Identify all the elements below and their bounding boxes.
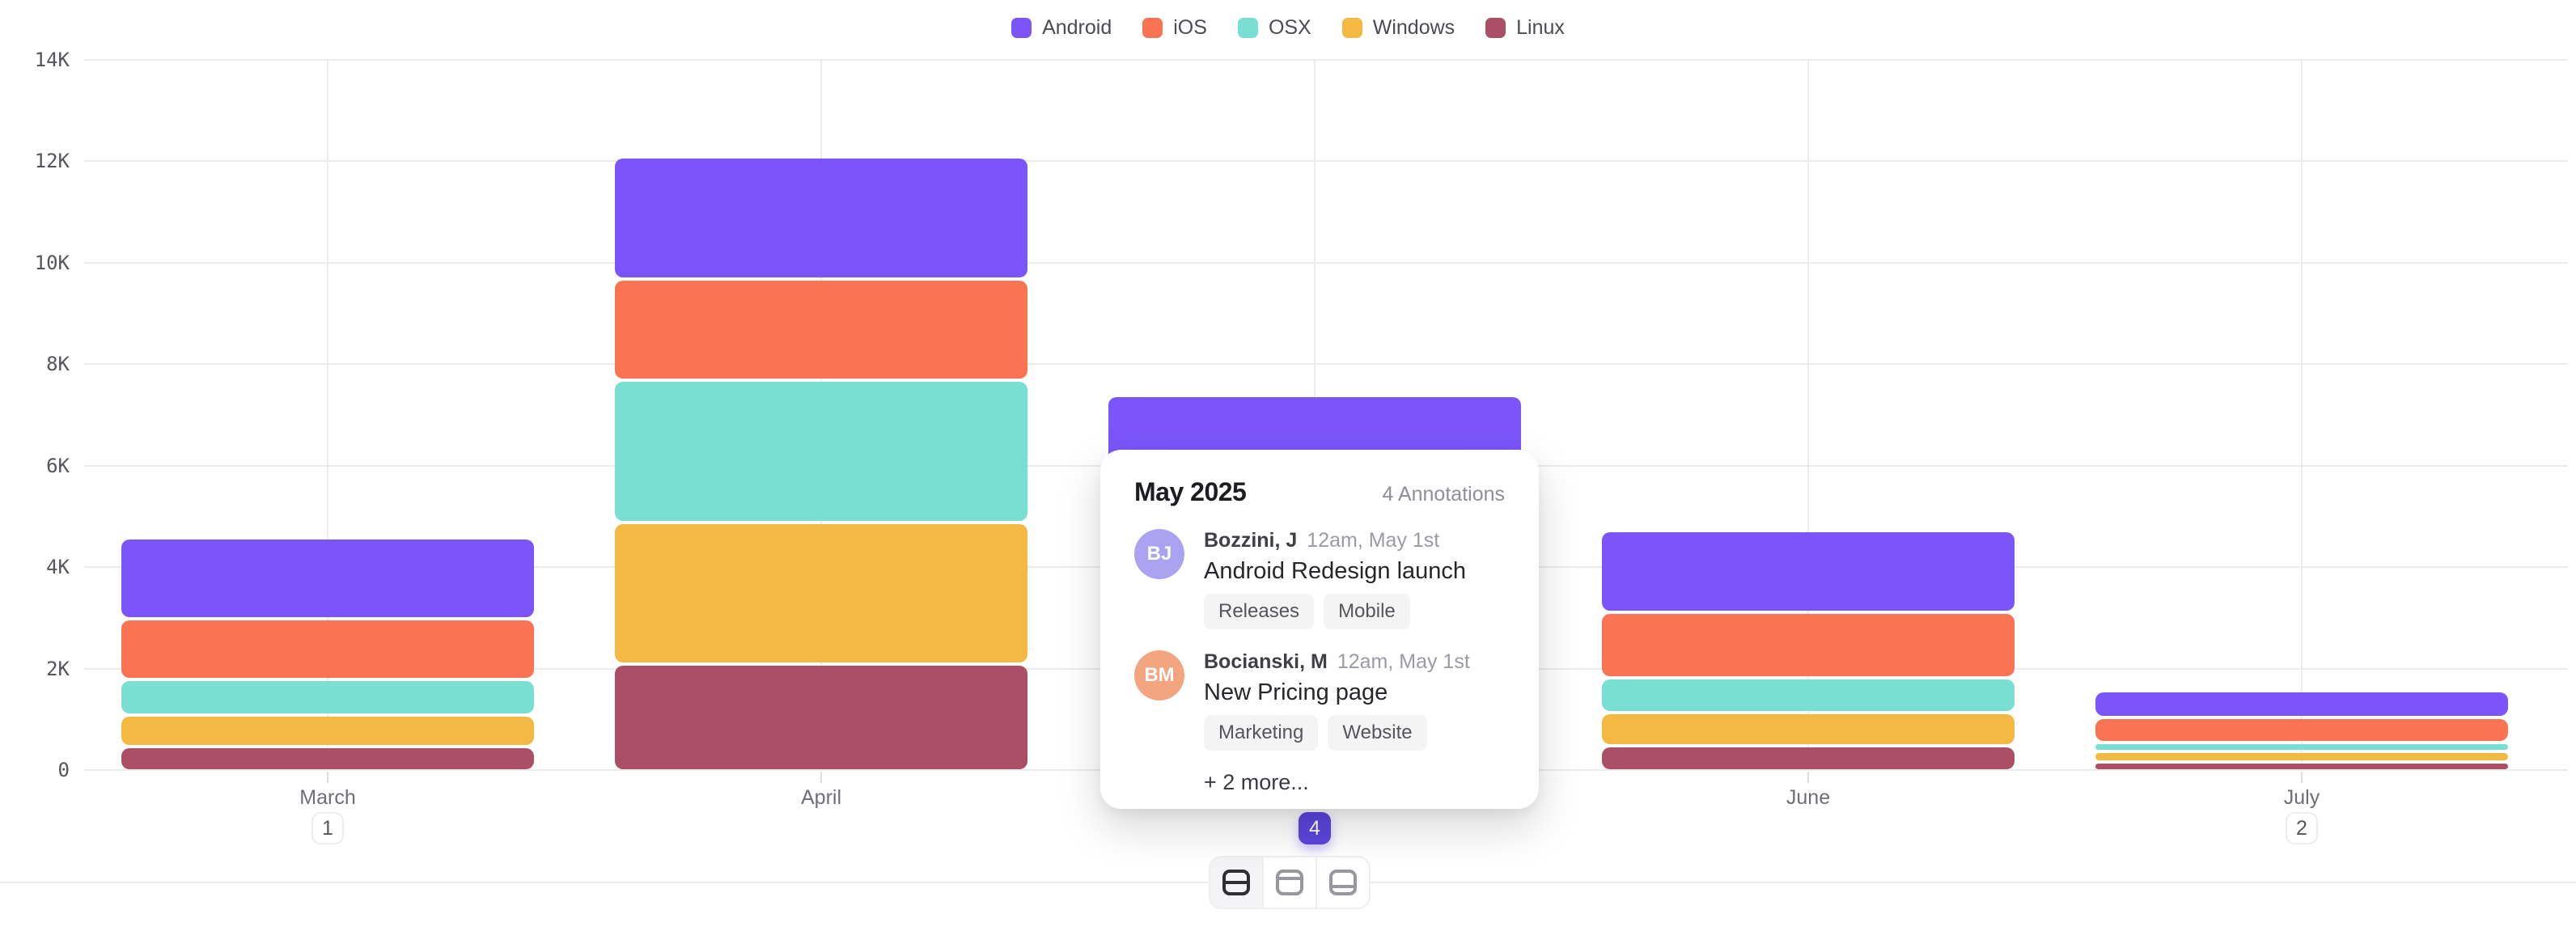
legend-swatch-icon xyxy=(1011,18,1032,38)
legend-item-linux[interactable]: Linux xyxy=(1485,16,1565,40)
annotation-count-badge-may[interactable]: 4 xyxy=(1299,812,1331,844)
y-axis-tick-label: 12K xyxy=(34,150,70,173)
x-axis-tick xyxy=(820,772,822,783)
bar-segment-osx-july[interactable] xyxy=(2095,743,2508,750)
show-more-annotations-link[interactable]: + 2 more... xyxy=(1204,770,1309,794)
annotation-text: New Pricing page xyxy=(1204,679,1388,705)
split-middle-icon xyxy=(1222,870,1250,895)
bar-segment-osx-june[interactable] xyxy=(1602,679,2015,711)
x-axis-tick xyxy=(1807,772,1809,783)
gridline xyxy=(84,363,2568,366)
bar-segment-ios-june[interactable] xyxy=(1602,613,2015,677)
annotation-time: 12am, May 1st xyxy=(1307,529,1440,552)
x-axis-label-april: April xyxy=(800,786,841,809)
annotation-author: Bocianski, M xyxy=(1204,650,1328,673)
bar-segment-windows-june[interactable] xyxy=(1602,713,2015,744)
annotations-popover: May 2025 4 Annotations BJ Bozzini, J 12am… xyxy=(1100,450,1539,809)
legend-swatch-icon xyxy=(1142,18,1163,38)
legend-item-windows[interactable]: Windows xyxy=(1341,16,1455,40)
gridline-vertical xyxy=(1807,60,1809,770)
bar-segment-ios-july[interactable] xyxy=(2095,718,2508,741)
legend-label: Windows xyxy=(1372,16,1455,39)
legend-label: Linux xyxy=(1516,16,1565,39)
annotation-author: Bozzini, J xyxy=(1204,529,1298,552)
popover-title: May 2025 xyxy=(1134,477,1247,506)
bar-segment-windows-april[interactable] xyxy=(615,523,1027,663)
chart-legend: Android iOS OSX Windows Linux xyxy=(0,16,2576,40)
annotation-tag: Mobile xyxy=(1324,594,1410,629)
legend-swatch-icon xyxy=(1485,18,1506,38)
annotation-tag: Marketing xyxy=(1204,715,1319,751)
bar-segment-linux-june[interactable] xyxy=(1602,747,2015,769)
annotation-text: Android Redesign launch xyxy=(1204,558,1467,584)
legend-swatch-icon xyxy=(1237,18,1258,38)
popover-annotation-count: 4 Annotations xyxy=(1382,483,1505,506)
bar-segment-ios-march[interactable] xyxy=(121,620,534,679)
annotation-time: 12am, May 1st xyxy=(1337,650,1470,673)
gridline xyxy=(84,261,2568,264)
legend-label: Android xyxy=(1042,16,1112,39)
bar-segment-linux-july[interactable] xyxy=(2095,764,2508,769)
bar-segment-android-june[interactable] xyxy=(1602,532,2015,611)
gridline xyxy=(84,58,2568,61)
annotation-tag: Releases xyxy=(1204,594,1315,629)
bar-segment-android-march[interactable] xyxy=(121,539,534,617)
legend-label: iOS xyxy=(1173,16,1207,39)
bar-segment-osx-april[interactable] xyxy=(615,382,1027,521)
legend-item-android[interactable]: Android xyxy=(1011,16,1112,40)
annotation-item: BJ Bozzini, J 12am, May 1st Android Redes… xyxy=(1134,529,1505,629)
x-axis-tick xyxy=(327,772,328,783)
annotation-count-badge-july[interactable]: 2 xyxy=(2286,812,2318,844)
bar-segment-linux-april[interactable] xyxy=(615,666,1027,769)
annotation-item: BM Bocianski, M 12am, May 1st New Pricing… xyxy=(1134,650,1505,751)
split-middle-button[interactable] xyxy=(1210,857,1264,908)
bar-segment-osx-march[interactable] xyxy=(121,681,534,713)
legend-item-osx[interactable]: OSX xyxy=(1237,16,1311,40)
y-axis-tick-label: 2K xyxy=(46,657,70,680)
x-axis-label-march: March xyxy=(299,786,356,809)
y-axis-tick-label: 4K xyxy=(46,556,70,579)
bar-segment-ios-april[interactable] xyxy=(615,280,1027,379)
layout-switcher xyxy=(1209,856,1371,909)
y-axis-tick-label: 8K xyxy=(46,353,70,376)
avatar: BM xyxy=(1134,650,1184,700)
split-bottom-button[interactable] xyxy=(1317,857,1369,908)
gridline-vertical xyxy=(2301,60,2303,770)
x-axis-tick xyxy=(2301,772,2303,783)
split-bottom-icon xyxy=(1329,870,1357,895)
legend-item-ios[interactable]: iOS xyxy=(1142,16,1207,40)
x-axis-label-june: June xyxy=(1786,786,1831,809)
x-axis-label-july: July xyxy=(2283,786,2320,809)
gridline xyxy=(84,160,2568,163)
y-axis-tick-label: 6K xyxy=(46,454,70,477)
y-axis-tick-label: 14K xyxy=(34,48,70,71)
legend-swatch-icon xyxy=(1341,18,1362,38)
bar-segment-android-april[interactable] xyxy=(615,159,1027,277)
popover-header: May 2025 4 Annotations xyxy=(1134,477,1505,508)
avatar: BJ xyxy=(1134,529,1184,579)
bar-segment-windows-march[interactable] xyxy=(121,717,534,745)
bar-segment-windows-july[interactable] xyxy=(2095,752,2508,761)
bar-segment-linux-march[interactable] xyxy=(121,747,534,769)
gridline-vertical xyxy=(327,60,328,770)
split-top-icon xyxy=(1276,870,1303,895)
annotation-count-badge-march[interactable]: 1 xyxy=(311,812,344,844)
y-axis-tick-label: 10K xyxy=(34,251,70,274)
y-axis-tick-label: 0 xyxy=(57,759,70,781)
bar-segment-android-july[interactable] xyxy=(2095,692,2508,716)
split-top-button[interactable] xyxy=(1264,857,1317,908)
legend-label: OSX xyxy=(1268,16,1311,39)
annotation-tag: Website xyxy=(1328,715,1427,751)
